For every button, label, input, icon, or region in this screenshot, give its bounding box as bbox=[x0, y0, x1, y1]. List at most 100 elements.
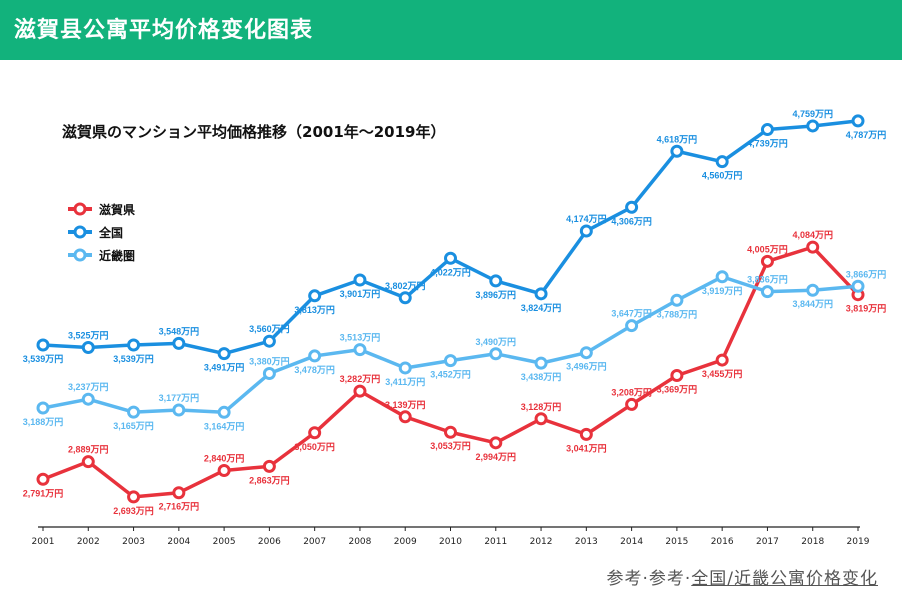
data-label: 2,716万円 bbox=[159, 502, 200, 512]
data-label: 3,411万円 bbox=[385, 377, 425, 387]
data-point bbox=[308, 349, 322, 363]
data-point bbox=[127, 338, 141, 352]
data-point bbox=[172, 336, 186, 350]
data-label: 3,053万円 bbox=[430, 441, 471, 451]
data-point bbox=[353, 384, 367, 398]
x-tick-label: 2013 bbox=[575, 537, 598, 547]
data-point bbox=[398, 291, 412, 305]
x-tick-label: 2005 bbox=[213, 537, 236, 547]
data-label: 4,174万円 bbox=[566, 214, 607, 224]
data-label: 4,005万円 bbox=[747, 244, 788, 254]
x-tick-label: 2007 bbox=[303, 537, 326, 547]
data-label: 3,647万円 bbox=[611, 309, 652, 319]
data-point bbox=[217, 347, 231, 361]
data-label: 3,901万円 bbox=[340, 289, 381, 299]
data-label: 3,896万円 bbox=[476, 290, 517, 300]
data-point bbox=[625, 319, 639, 333]
data-label: 3,496万円 bbox=[566, 362, 607, 372]
data-point bbox=[353, 343, 367, 357]
data-point bbox=[81, 340, 95, 354]
data-label: 2,994万円 bbox=[476, 452, 517, 462]
data-point bbox=[806, 119, 820, 133]
data-label: 2,791万円 bbox=[23, 488, 64, 498]
data-point bbox=[534, 287, 548, 301]
data-label: 3,478万円 bbox=[294, 365, 335, 375]
x-tick-label: 2015 bbox=[665, 537, 688, 547]
data-label: 4,306万円 bbox=[611, 216, 652, 226]
data-point bbox=[172, 403, 186, 417]
data-label: 4,084万円 bbox=[792, 230, 833, 240]
data-point bbox=[444, 354, 457, 368]
data-point bbox=[851, 114, 865, 128]
data-point bbox=[262, 459, 276, 473]
x-tick-label: 2014 bbox=[620, 537, 643, 547]
data-point bbox=[760, 285, 774, 299]
x-tick-label: 2001 bbox=[32, 537, 55, 547]
legend-marker bbox=[73, 225, 87, 239]
data-label: 4,022万円 bbox=[430, 267, 471, 277]
x-tick-label: 2006 bbox=[258, 537, 281, 547]
page-title: 滋賀县公寓平均价格变化图表 bbox=[14, 18, 314, 43]
data-label: 3,919万円 bbox=[702, 286, 743, 296]
data-point bbox=[308, 426, 322, 440]
data-point bbox=[81, 392, 95, 406]
data-point bbox=[489, 274, 503, 288]
x-tick-label: 2004 bbox=[167, 537, 190, 547]
data-point bbox=[715, 353, 729, 367]
data-label: 4,759万円 bbox=[792, 109, 833, 119]
data-point bbox=[489, 347, 503, 361]
x-tick-label: 2010 bbox=[439, 537, 462, 547]
data-point bbox=[806, 283, 820, 297]
legend-marker bbox=[73, 202, 87, 216]
footer-prefix: 参考·参考· bbox=[606, 569, 692, 589]
data-point bbox=[36, 401, 50, 415]
data-label: 4,739万円 bbox=[747, 139, 788, 149]
data-point bbox=[806, 240, 820, 254]
data-point bbox=[262, 367, 276, 381]
data-point bbox=[262, 334, 276, 348]
data-label: 3,836万円 bbox=[747, 275, 788, 285]
data-label: 4,618万円 bbox=[657, 134, 698, 144]
data-label: 3,844万円 bbox=[792, 299, 833, 309]
data-label: 2,693万円 bbox=[113, 506, 154, 516]
data-label: 3,539万円 bbox=[113, 354, 154, 364]
data-point bbox=[760, 254, 774, 268]
data-label: 3,788万円 bbox=[657, 309, 698, 319]
series-近畿圏: 3,188万円 3,237万円 3,165万円 3,177万円 3,164万円 3,380… bbox=[23, 269, 887, 431]
data-point bbox=[172, 486, 186, 500]
data-point bbox=[127, 405, 141, 419]
reference-link[interactable]: 全国/近畿公寓价格变化 bbox=[691, 569, 878, 589]
data-label: 3,165万円 bbox=[113, 421, 154, 431]
page-header: 滋賀县公寓平均价格变化图表 bbox=[0, 0, 902, 60]
data-label: 3,208万円 bbox=[611, 387, 652, 397]
data-label: 3,050万円 bbox=[294, 442, 335, 452]
data-label: 3,177万円 bbox=[159, 393, 200, 403]
chart-title: 滋賀県のマンション平均価格推移（2001年〜2019年） bbox=[62, 123, 446, 141]
data-label: 3,128万円 bbox=[521, 402, 562, 412]
data-label: 3,548万円 bbox=[159, 326, 200, 336]
data-label: 3,188万円 bbox=[23, 417, 64, 427]
data-point bbox=[715, 270, 729, 284]
data-label: 3,560万円 bbox=[249, 324, 290, 334]
legend-label: 滋賀県 bbox=[99, 202, 135, 217]
data-point bbox=[36, 338, 50, 352]
data-label: 4,560万円 bbox=[702, 171, 743, 181]
data-label: 3,490万円 bbox=[476, 337, 517, 347]
data-label: 3,813万円 bbox=[294, 305, 335, 315]
data-label: 3,513万円 bbox=[340, 333, 381, 343]
x-tick-label: 2016 bbox=[711, 537, 734, 547]
data-label: 3,819万円 bbox=[846, 304, 887, 314]
data-label: 3,539万円 bbox=[23, 354, 64, 364]
data-point bbox=[670, 369, 684, 383]
data-label: 3,380万円 bbox=[249, 357, 290, 367]
data-label: 3,139万円 bbox=[385, 400, 426, 410]
x-tick-label: 2011 bbox=[484, 537, 507, 547]
data-label: 3,866万円 bbox=[846, 269, 887, 279]
data-label: 3,164万円 bbox=[204, 421, 245, 431]
x-tick-label: 2018 bbox=[801, 537, 824, 547]
data-label: 3,369万円 bbox=[657, 385, 698, 395]
data-point bbox=[579, 224, 593, 238]
data-point bbox=[625, 200, 639, 214]
